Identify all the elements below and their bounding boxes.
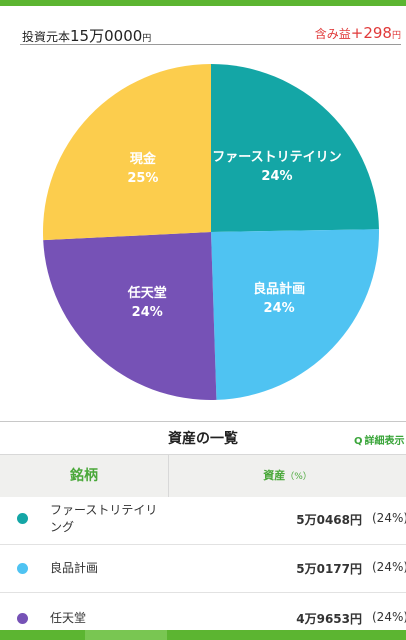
unrealized-gain: 含み益+298円 xyxy=(315,24,401,42)
asset-share: (24%) xyxy=(372,511,406,525)
pie-slice-name: ファーストリテイリン xyxy=(212,150,341,165)
invested-label: 投資元本 xyxy=(22,30,71,44)
invested-principal: 投資元本15万0000円 xyxy=(22,25,151,46)
assets-table-header: 銘柄 資産（%） xyxy=(0,454,406,498)
legend-dot-icon xyxy=(17,563,28,574)
pie-slice-name: 現金 xyxy=(130,151,157,167)
bottom-tab-active[interactable] xyxy=(85,630,167,640)
allocation-pie-chart: ファーストリテイリン 24% 良品計画 24% 任天堂 24% 現金 25% xyxy=(42,64,379,400)
detail-link-label: 詳細表示 xyxy=(364,436,405,447)
pie-slice-percent: 24% xyxy=(264,301,295,316)
pie-slice-name: 任天堂 xyxy=(127,285,167,301)
asset-share: (24%) xyxy=(372,560,406,574)
pie-slice[interactable] xyxy=(211,229,379,400)
asset-share: (24%) xyxy=(372,610,406,624)
column-header-name: 銘柄 xyxy=(0,455,169,497)
bottom-tab-bar xyxy=(0,630,406,640)
search-icon: Q xyxy=(354,436,363,447)
section-divider xyxy=(0,421,406,422)
gain-amount: +298 xyxy=(350,24,392,42)
pie-slice[interactable] xyxy=(211,64,379,232)
column-header-asset-unit: （%） xyxy=(285,472,312,482)
portfolio-summary: 投資元本15万0000円 含み益+298円 xyxy=(20,20,401,45)
invested-amount: 15万0000 xyxy=(70,27,143,45)
asset-name: ファーストリテイリング xyxy=(50,503,158,534)
pie-slice-percent: 24% xyxy=(261,169,292,184)
assets-section-title: 資産の一覧 xyxy=(168,431,238,447)
pie-slice-percent: 25% xyxy=(127,171,158,186)
asset-value: 5万0468円 xyxy=(296,513,362,527)
asset-row[interactable]: 良品計画 5万0177円 (24%) xyxy=(0,545,406,593)
column-header-asset-label: 資産 xyxy=(263,469,286,482)
asset-name: 良品計画 xyxy=(50,561,99,575)
asset-name: 任天堂 xyxy=(50,611,87,625)
gain-label: 含み益 xyxy=(314,27,351,41)
column-header-asset: 資産（%） xyxy=(169,455,406,497)
asset-row[interactable]: ファーストリテイリング 5万0468円 (24%) xyxy=(0,497,406,545)
pie-slice-percent: 24% xyxy=(132,305,163,320)
asset-value: 5万0177円 xyxy=(296,562,362,576)
pie-slice[interactable] xyxy=(43,232,217,400)
invested-unit: 円 xyxy=(142,34,152,44)
top-accent-bar xyxy=(0,0,406,6)
legend-dot-icon xyxy=(17,513,28,524)
detail-link[interactable]: Q 詳細表示 xyxy=(354,432,405,447)
gain-unit: 円 xyxy=(391,31,401,41)
asset-row[interactable]: 任天堂 4万9653円 (24%) xyxy=(0,593,406,630)
asset-value: 4万9653円 xyxy=(296,612,362,626)
pie-slice-name: 良品計画 xyxy=(253,281,305,297)
pie-slice[interactable] xyxy=(42,64,211,241)
legend-dot-icon xyxy=(17,613,28,624)
